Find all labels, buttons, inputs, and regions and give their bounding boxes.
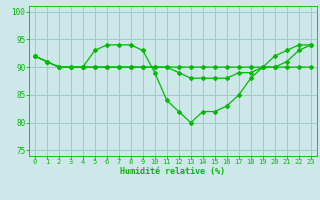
X-axis label: Humidité relative (%): Humidité relative (%)	[120, 167, 225, 176]
